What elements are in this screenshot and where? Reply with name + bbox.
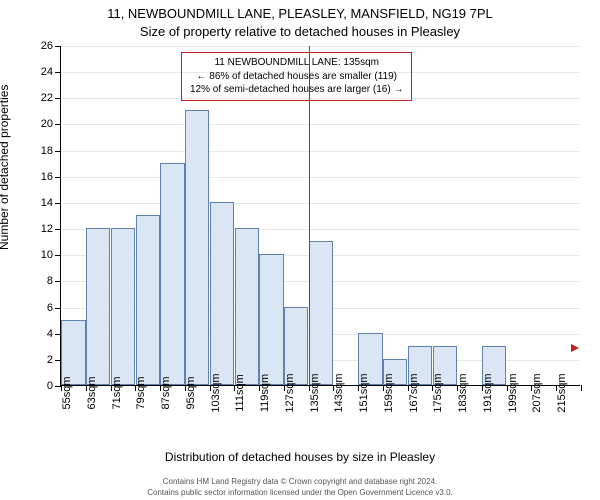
x-tick-label: 127sqm — [284, 373, 296, 412]
y-tick — [55, 124, 61, 125]
x-tick-label: 103sqm — [210, 373, 222, 412]
y-tick-label: 22 — [41, 92, 53, 104]
y-tick — [55, 255, 61, 256]
histogram-bar — [61, 320, 85, 385]
y-axis-label: Number of detached properties — [0, 85, 11, 250]
x-tick-label: 71sqm — [111, 376, 123, 409]
annotation-line: ← 86% of detached houses are smaller (11… — [190, 70, 403, 84]
x-tick-label: 207sqm — [531, 373, 543, 412]
arrow-right-icon — [571, 344, 579, 352]
footer-line-2: Contains public sector information licen… — [0, 488, 600, 498]
y-tick — [55, 203, 61, 204]
y-tick-label: 8 — [47, 275, 53, 287]
gridline — [61, 203, 580, 204]
x-tick-label: 215sqm — [556, 373, 568, 412]
x-tick-label: 167sqm — [408, 373, 420, 412]
gridline — [61, 151, 580, 152]
y-tick-label: 14 — [41, 197, 53, 209]
y-tick-label: 10 — [41, 249, 53, 261]
x-tick-label: 191sqm — [482, 373, 494, 412]
y-tick — [55, 308, 61, 309]
annotation-line: 11 NEWBOUNDMILL LANE: 135sqm — [190, 56, 403, 70]
y-tick-label: 6 — [47, 302, 53, 314]
histogram-bar — [86, 228, 110, 385]
y-tick-label: 20 — [41, 118, 53, 130]
y-tick-label: 12 — [41, 223, 53, 235]
x-tick-label: 95sqm — [185, 376, 197, 409]
x-tick-label: 63sqm — [86, 376, 98, 409]
x-tick-label: 151sqm — [358, 373, 370, 412]
y-tick — [55, 98, 61, 99]
chart-plot-area: 0246810121416182022242655sqm63sqm71sqm79… — [60, 46, 580, 386]
y-tick — [55, 46, 61, 47]
y-tick — [55, 334, 61, 335]
y-tick-label: 16 — [41, 171, 53, 183]
histogram-bar — [259, 254, 283, 385]
histogram-bar — [309, 241, 333, 385]
x-tick-label: 119sqm — [259, 374, 271, 412]
y-tick — [55, 281, 61, 282]
x-tick-label: 55sqm — [61, 376, 73, 409]
gridline — [61, 177, 580, 178]
y-tick-label: 18 — [41, 145, 53, 157]
histogram-bar — [136, 215, 160, 385]
chart-footer: Contains HM Land Registry data © Crown c… — [0, 477, 600, 498]
x-tick-label: 159sqm — [383, 373, 395, 412]
x-axis-label: Distribution of detached houses by size … — [0, 450, 600, 464]
x-tick-label: 183sqm — [457, 373, 469, 412]
histogram-bar — [185, 110, 209, 385]
histogram-bar — [210, 202, 234, 385]
x-tick — [581, 385, 582, 391]
gridline — [61, 46, 580, 47]
y-tick-label: 24 — [41, 66, 53, 78]
chart-title-sub: Size of property relative to detached ho… — [0, 24, 600, 39]
x-tick-label: 199sqm — [507, 373, 519, 412]
y-tick — [55, 360, 61, 361]
y-tick-label: 4 — [47, 328, 53, 340]
chart-title-main: 11, NEWBOUNDMILL LANE, PLEASLEY, MANSFIE… — [0, 6, 600, 21]
x-tick-label: 143sqm — [333, 373, 345, 412]
y-tick-label: 26 — [41, 40, 53, 52]
x-tick-label: 111sqm — [234, 374, 246, 412]
x-tick-label: 87sqm — [160, 376, 172, 409]
x-tick-label: 175sqm — [432, 373, 444, 412]
histogram-bar — [235, 228, 259, 385]
annotation-line: 12% of semi-detached houses are larger (… — [190, 83, 403, 97]
y-tick — [55, 151, 61, 152]
histogram-bar — [160, 163, 184, 385]
x-tick-label: 135sqm — [309, 373, 321, 412]
y-tick — [55, 72, 61, 73]
y-tick — [55, 177, 61, 178]
histogram-bar — [111, 228, 135, 385]
y-tick-label: 0 — [47, 380, 53, 392]
y-tick — [55, 229, 61, 230]
y-tick-label: 2 — [47, 354, 53, 366]
x-tick-label: 79sqm — [135, 376, 147, 409]
footer-line-1: Contains HM Land Registry data © Crown c… — [0, 477, 600, 487]
gridline — [61, 124, 580, 125]
annotation-box: 11 NEWBOUNDMILL LANE: 135sqm← 86% of det… — [181, 52, 412, 101]
